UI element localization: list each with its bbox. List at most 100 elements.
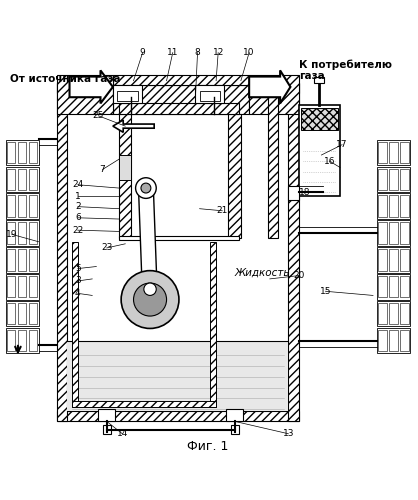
Bar <box>29 330 37 351</box>
Bar <box>7 276 15 297</box>
Bar <box>113 85 142 103</box>
Text: 20: 20 <box>293 271 304 280</box>
Bar <box>377 328 410 353</box>
Bar <box>29 222 37 244</box>
Text: 21: 21 <box>217 206 228 216</box>
Bar <box>71 400 216 407</box>
Bar <box>377 274 410 299</box>
Bar <box>18 330 26 351</box>
Bar <box>378 303 387 324</box>
Text: 12: 12 <box>212 48 224 57</box>
Polygon shape <box>138 188 158 300</box>
Bar <box>67 93 288 411</box>
Text: 23: 23 <box>101 244 112 252</box>
Bar <box>5 220 38 246</box>
Bar <box>5 247 38 272</box>
Bar <box>18 222 26 244</box>
Bar <box>390 330 398 351</box>
Bar <box>377 247 410 272</box>
Text: 4: 4 <box>75 289 81 298</box>
Bar <box>400 249 409 270</box>
Bar <box>377 220 410 246</box>
Bar <box>199 91 220 102</box>
Bar <box>102 426 111 434</box>
Bar <box>378 276 387 297</box>
Text: 6: 6 <box>75 214 81 222</box>
Circle shape <box>141 183 151 193</box>
Circle shape <box>133 283 166 316</box>
Text: 17: 17 <box>336 140 348 149</box>
Polygon shape <box>249 70 291 104</box>
Text: 13: 13 <box>283 430 294 438</box>
Bar <box>378 249 387 270</box>
Bar <box>119 114 132 238</box>
Text: 7: 7 <box>99 165 105 174</box>
Bar <box>29 142 37 164</box>
Text: 9: 9 <box>140 48 145 57</box>
Bar <box>18 249 26 270</box>
Bar <box>288 186 299 200</box>
Bar <box>7 222 15 244</box>
Bar <box>227 409 243 422</box>
Text: 24: 24 <box>72 180 84 190</box>
Bar <box>7 303 15 324</box>
Bar <box>18 142 26 164</box>
Text: 19: 19 <box>6 230 18 239</box>
Bar <box>113 74 249 85</box>
Bar <box>7 330 15 351</box>
Bar <box>29 303 37 324</box>
Bar <box>299 106 340 196</box>
Bar <box>377 194 410 219</box>
Bar <box>390 303 398 324</box>
Bar <box>113 85 249 114</box>
Text: 15: 15 <box>320 287 331 296</box>
Bar <box>29 196 37 217</box>
Bar <box>57 83 299 93</box>
Bar <box>390 249 398 270</box>
Text: Жидкость: Жидкость <box>234 268 290 278</box>
Bar <box>400 276 409 297</box>
Text: 22: 22 <box>72 226 84 234</box>
Bar <box>268 80 278 237</box>
Bar <box>400 142 409 164</box>
Bar <box>5 140 38 166</box>
Circle shape <box>144 283 156 296</box>
Text: 25: 25 <box>93 112 104 120</box>
Bar <box>29 276 37 297</box>
Bar <box>18 196 26 217</box>
Text: К потребителю
газа: К потребителю газа <box>299 60 392 82</box>
Bar <box>231 426 239 434</box>
Bar <box>98 409 115 422</box>
Bar <box>5 274 38 299</box>
Bar <box>377 301 410 326</box>
Text: 11: 11 <box>167 48 178 57</box>
Text: 1: 1 <box>75 192 81 201</box>
Text: Фиг. 1: Фиг. 1 <box>187 440 229 452</box>
Bar <box>400 330 409 351</box>
Bar <box>71 242 78 407</box>
Bar <box>5 328 38 353</box>
Bar <box>229 114 241 238</box>
Bar <box>5 301 38 326</box>
Bar <box>390 142 398 164</box>
Bar <box>196 85 224 103</box>
Bar <box>301 108 338 130</box>
Bar <box>57 83 67 421</box>
Polygon shape <box>113 120 154 132</box>
Bar <box>390 196 398 217</box>
Text: 14: 14 <box>117 430 128 438</box>
Bar <box>210 242 216 407</box>
Bar <box>119 236 239 240</box>
Bar <box>7 168 15 190</box>
Bar <box>377 140 410 166</box>
Circle shape <box>121 270 179 328</box>
Text: 16: 16 <box>324 156 335 166</box>
Bar <box>314 76 324 83</box>
Bar <box>378 142 387 164</box>
Bar <box>377 166 410 192</box>
Bar <box>57 411 299 422</box>
Bar <box>7 249 15 270</box>
Text: 3: 3 <box>75 276 81 285</box>
Bar <box>117 91 138 102</box>
Text: 10: 10 <box>243 48 255 57</box>
